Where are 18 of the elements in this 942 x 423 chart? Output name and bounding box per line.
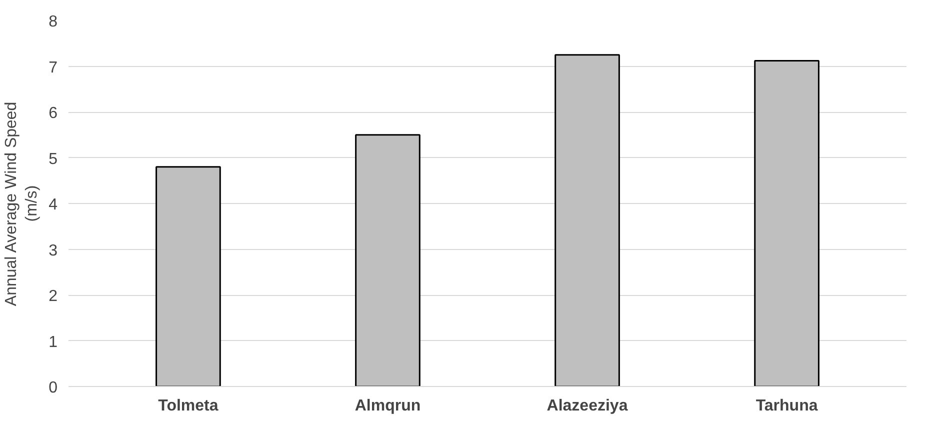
y-tick-label: 0 <box>48 380 58 396</box>
x-tick-label: Almqrun <box>354 398 421 414</box>
x-tick-label: Tolmeta <box>158 398 218 414</box>
y-tick-label: 1 <box>48 334 58 351</box>
bar <box>156 166 221 386</box>
y-tick-label: 7 <box>48 59 58 76</box>
y-tick-label: 6 <box>48 105 58 122</box>
y-tick-label: 2 <box>48 288 58 305</box>
y-axis-title: Annual Average Wind Speed (m/s) <box>3 102 41 306</box>
y-tick-label: 5 <box>48 150 58 168</box>
x-tick-label: Tarhuna <box>756 398 818 414</box>
bar <box>355 134 420 386</box>
y-tick-label: 8 <box>48 14 58 30</box>
x-tick-label: Alazeeziya <box>546 398 628 414</box>
y-tick-label: 3 <box>48 242 58 260</box>
bar <box>754 60 820 386</box>
bar <box>554 54 620 386</box>
y-tick-label: 4 <box>48 196 58 214</box>
